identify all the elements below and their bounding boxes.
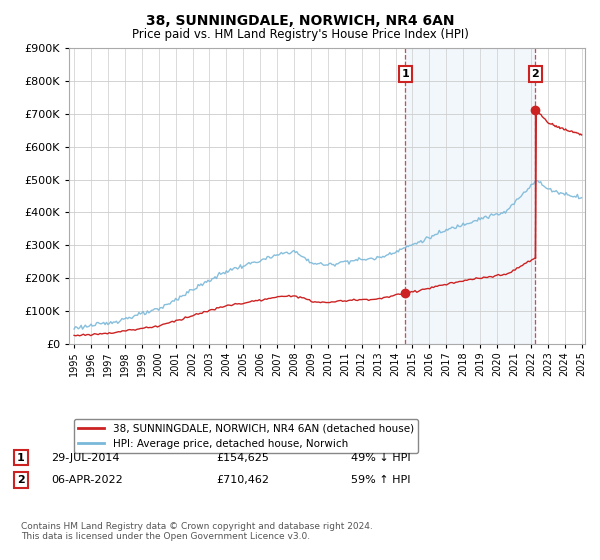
Legend: 38, SUNNINGDALE, NORWICH, NR4 6AN (detached house), HPI: Average price, detached: 38, SUNNINGDALE, NORWICH, NR4 6AN (detac… bbox=[74, 419, 418, 453]
Text: 59% ↑ HPI: 59% ↑ HPI bbox=[351, 475, 410, 485]
Text: Contains HM Land Registry data © Crown copyright and database right 2024.
This d: Contains HM Land Registry data © Crown c… bbox=[21, 522, 373, 542]
Text: 06-APR-2022: 06-APR-2022 bbox=[51, 475, 123, 485]
Text: 38, SUNNINGDALE, NORWICH, NR4 6AN: 38, SUNNINGDALE, NORWICH, NR4 6AN bbox=[146, 14, 454, 28]
Text: 29-JUL-2014: 29-JUL-2014 bbox=[51, 452, 119, 463]
Text: £154,625: £154,625 bbox=[216, 452, 269, 463]
Text: 1: 1 bbox=[17, 452, 25, 463]
Text: £710,462: £710,462 bbox=[216, 475, 269, 485]
Bar bbox=[405, 48, 535, 344]
Text: 1: 1 bbox=[401, 69, 409, 79]
Text: Price paid vs. HM Land Registry's House Price Index (HPI): Price paid vs. HM Land Registry's House … bbox=[131, 28, 469, 41]
Text: 2: 2 bbox=[532, 69, 539, 79]
Text: 49% ↓ HPI: 49% ↓ HPI bbox=[351, 452, 410, 463]
Text: 2: 2 bbox=[17, 475, 25, 485]
